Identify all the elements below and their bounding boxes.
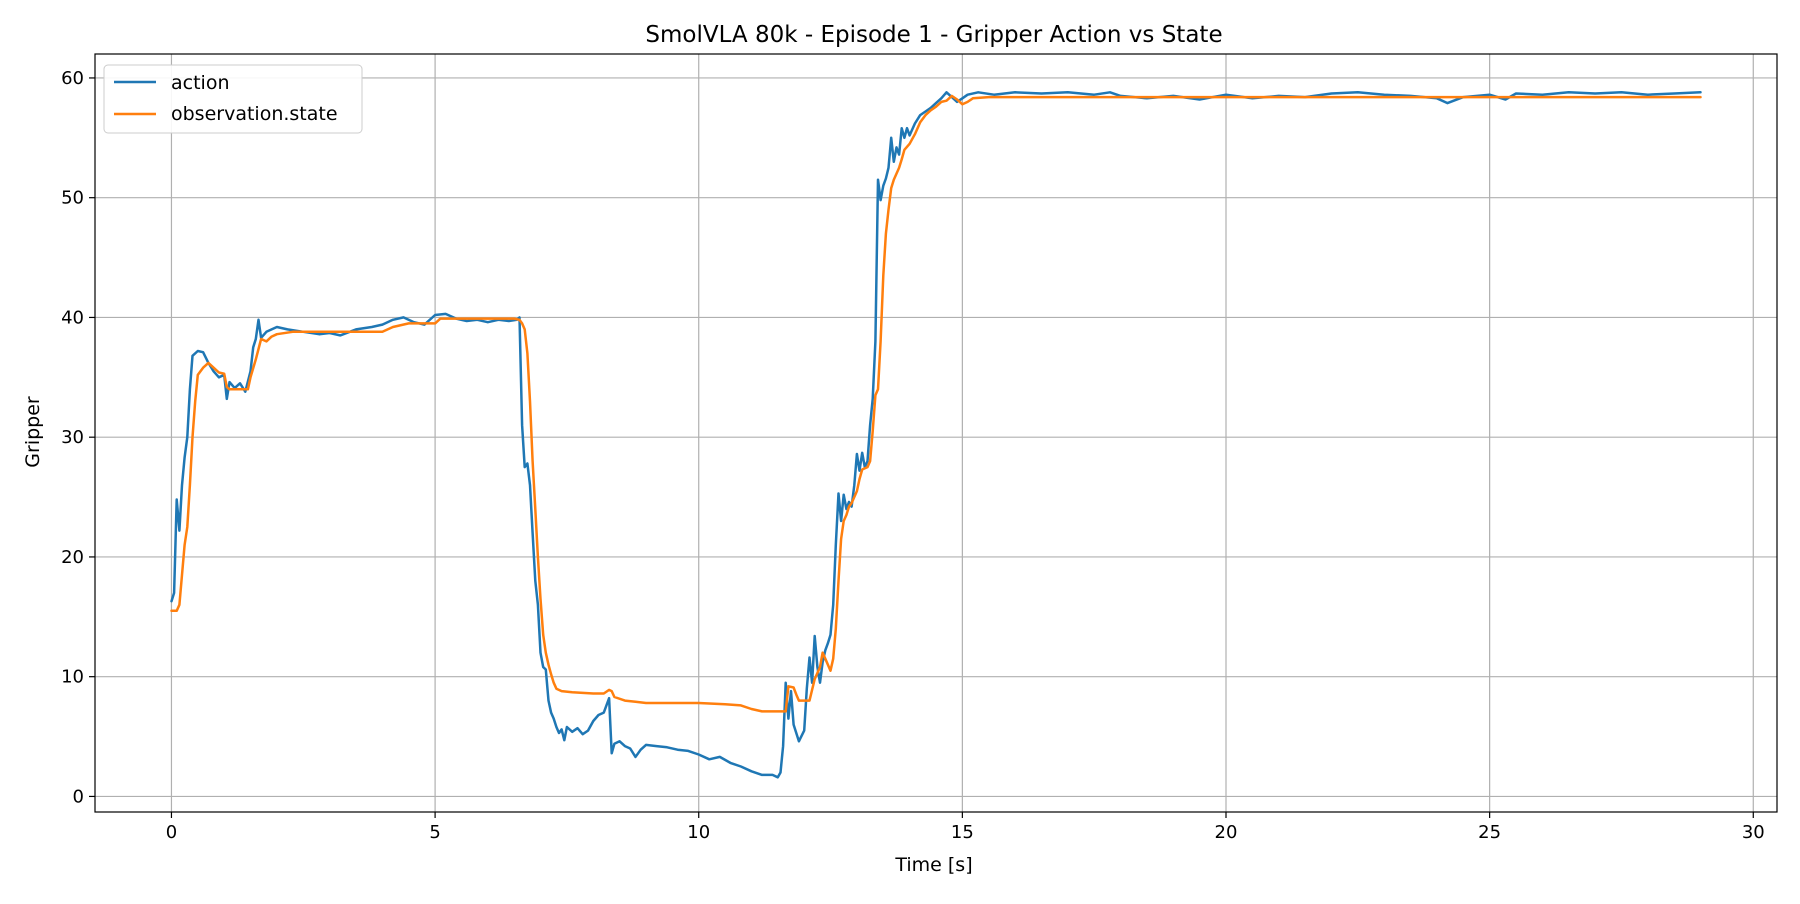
series-line-action (170, 91, 1702, 779)
grid-lines (95, 54, 1777, 812)
series-line-observation-state (170, 94, 1702, 713)
x-tick-label: 20 (1215, 822, 1238, 843)
y-axis-title: Gripper (22, 396, 44, 468)
y-tick-label: 30 (61, 427, 84, 448)
y-tick-label: 60 (61, 68, 84, 89)
x-tick-label: 0 (166, 822, 177, 843)
y-tick-label: 10 (61, 667, 84, 688)
y-tick-label: 0 (73, 786, 84, 807)
x-tick-label: 25 (1478, 822, 1501, 843)
x-axis-title: Time [s] (894, 854, 972, 876)
x-tick-label: 15 (951, 822, 974, 843)
series-lines (170, 91, 1702, 779)
y-tick-label: 20 (61, 547, 84, 568)
x-tick-label: 10 (687, 822, 710, 843)
x-tick-label: 5 (429, 822, 440, 843)
legend-label-observation-state: observation.state (171, 103, 338, 125)
chart-title: SmolVLA 80k - Episode 1 - Gripper Action… (645, 22, 1222, 48)
y-tick-label: 50 (61, 188, 84, 209)
plot-frame (94, 53, 1778, 813)
y-tick-label: 40 (61, 307, 84, 328)
x-tick-label: 30 (1742, 822, 1765, 843)
axis-ticks: 0 5 10 15 20 25 30 0 10 20 30 40 50 60 (61, 68, 1765, 843)
legend-box (103, 64, 363, 134)
legend: action observation.state (103, 64, 363, 134)
legend-label-action: action (171, 72, 229, 94)
